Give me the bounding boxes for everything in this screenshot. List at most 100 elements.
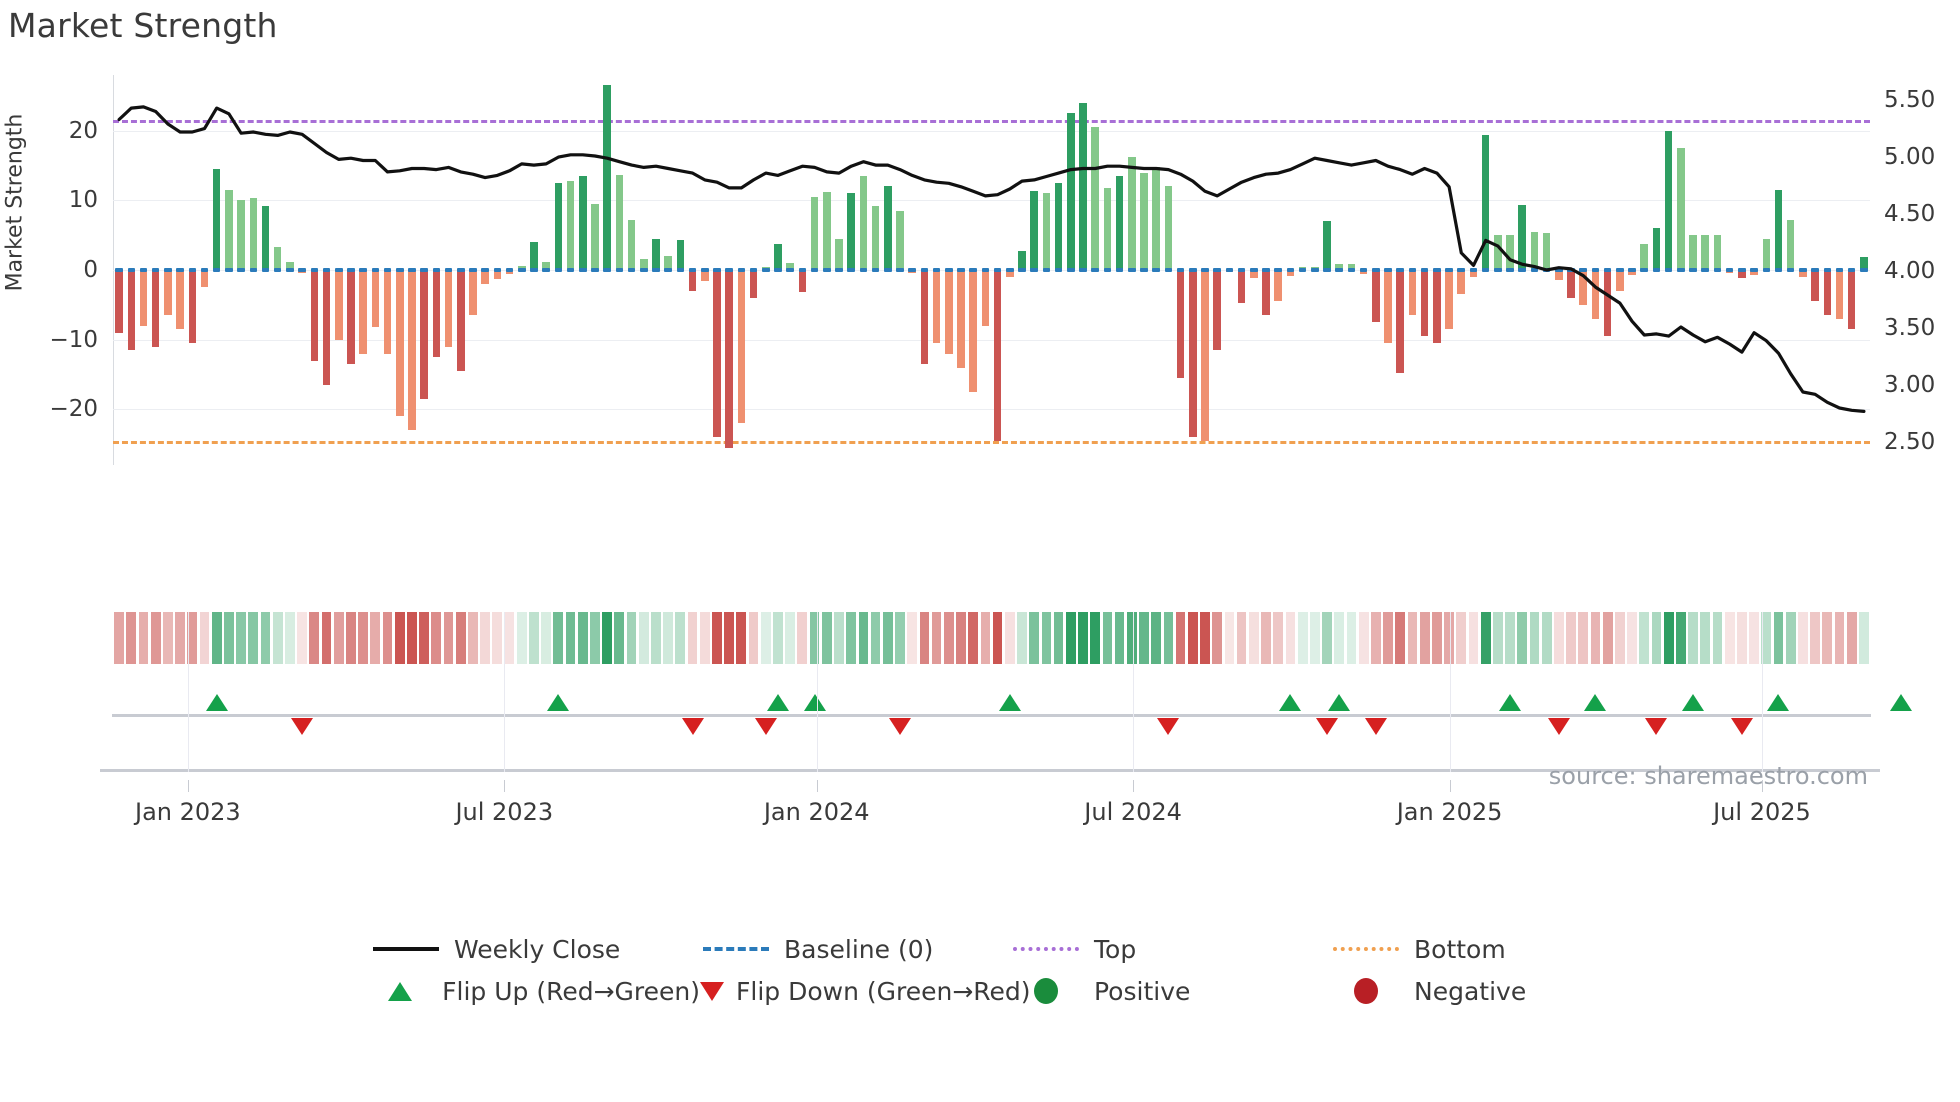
heat-cell[interactable] — [1614, 612, 1625, 664]
strength-bar[interactable] — [1542, 233, 1551, 270]
strength-bar[interactable] — [591, 203, 599, 270]
strength-bar[interactable] — [1762, 238, 1771, 270]
heat-cell[interactable] — [870, 612, 881, 664]
heat-cell[interactable] — [858, 612, 869, 664]
heat-cell[interactable] — [1334, 612, 1345, 664]
legend-item-top[interactable]: Top — [1010, 928, 1330, 970]
heat-cell[interactable] — [1090, 612, 1101, 664]
heat-cell[interactable] — [1724, 612, 1735, 664]
heat-cell[interactable] — [1480, 612, 1491, 664]
strength-bar[interactable] — [1640, 243, 1649, 270]
heat-cell[interactable] — [1456, 612, 1467, 664]
strength-bar[interactable] — [1201, 270, 1209, 441]
heat-cell[interactable] — [138, 612, 149, 664]
heat-cell[interactable] — [1273, 612, 1284, 664]
heat-cell[interactable] — [1749, 612, 1759, 664]
strength-bar[interactable] — [676, 240, 685, 270]
heat-cell[interactable] — [736, 612, 747, 664]
heat-cell[interactable] — [809, 612, 820, 664]
strength-bar[interactable] — [1445, 270, 1453, 330]
strength-bar[interactable] — [261, 205, 270, 270]
heat-cell[interactable] — [321, 612, 332, 664]
strength-bar[interactable] — [810, 196, 819, 270]
heat-cell[interactable] — [1139, 612, 1149, 664]
heat-cell[interactable] — [602, 612, 613, 664]
heat-cell[interactable] — [1688, 612, 1698, 664]
heat-cell[interactable] — [455, 612, 466, 664]
strength-bar[interactable] — [639, 258, 648, 270]
heat-cell[interactable] — [565, 612, 576, 664]
heat-cell[interactable] — [1529, 612, 1540, 664]
strength-bar[interactable] — [1164, 186, 1173, 270]
strength-bar[interactable] — [164, 270, 172, 316]
strength-bar[interactable] — [1323, 221, 1331, 270]
strength-bar[interactable] — [359, 270, 367, 354]
flip-up-marker[interactable] — [1279, 694, 1302, 711]
flip-up-marker[interactable] — [547, 694, 570, 711]
heat-cell[interactable] — [419, 612, 429, 664]
strength-bar[interactable] — [1628, 270, 1636, 275]
heat-cell[interactable] — [1444, 612, 1454, 664]
legend-item-flip-down[interactable]: Flip Down (Green→Red) — [700, 970, 1031, 1012]
strength-bar[interactable] — [420, 270, 428, 399]
strength-bar[interactable] — [1591, 270, 1600, 319]
flip-up-marker[interactable] — [205, 694, 228, 711]
strength-bar[interactable] — [1689, 235, 1697, 270]
heat-cell[interactable] — [590, 612, 600, 664]
heat-cell[interactable] — [358, 612, 368, 664]
strength-bar[interactable] — [847, 193, 855, 270]
heat-cell[interactable] — [248, 612, 259, 664]
heat-cell[interactable] — [1785, 612, 1796, 664]
strength-bar[interactable] — [566, 180, 575, 270]
heat-cell[interactable] — [956, 612, 966, 664]
strength-bar[interactable] — [1433, 270, 1441, 344]
heat-cell[interactable] — [1737, 612, 1747, 664]
heat-cell[interactable] — [1627, 612, 1637, 664]
strength-bar[interactable] — [176, 270, 184, 330]
heat-cell[interactable] — [651, 612, 661, 664]
strength-bar[interactable] — [151, 270, 160, 347]
heat-cell[interactable] — [394, 612, 405, 664]
heat-cell[interactable] — [492, 612, 503, 664]
strength-bar[interactable] — [1420, 270, 1429, 337]
strength-bar[interactable] — [1140, 172, 1148, 270]
flip-up-marker[interactable] — [1889, 694, 1912, 711]
heat-cell[interactable] — [1505, 612, 1515, 664]
legend-item-negative[interactable]: Negative — [1330, 970, 1590, 1012]
strength-bar[interactable] — [127, 270, 136, 351]
heat-cell[interactable] — [1114, 612, 1125, 664]
strength-bar[interactable] — [1555, 270, 1563, 281]
strength-bar[interactable] — [725, 270, 733, 448]
heat-cell[interactable] — [1163, 612, 1174, 664]
heat-cell[interactable] — [236, 612, 246, 664]
flip-down-marker[interactable] — [1157, 718, 1180, 735]
heat-cell[interactable] — [773, 612, 783, 664]
flip-down-marker[interactable] — [291, 718, 314, 735]
heat-cell[interactable] — [1431, 612, 1442, 664]
heat-cell[interactable] — [1492, 612, 1503, 664]
strength-bar[interactable] — [1750, 270, 1758, 275]
strength-bar[interactable] — [603, 85, 611, 270]
heat-cell[interactable] — [1712, 612, 1723, 664]
strength-bar[interactable] — [1006, 270, 1014, 277]
strength-bar[interactable] — [1835, 270, 1844, 319]
strength-bar[interactable] — [481, 270, 489, 284]
heat-cell[interactable] — [1041, 612, 1052, 664]
legend-item-flip-up[interactable]: Flip Up (Red→Green) — [370, 970, 700, 1012]
heat-cell[interactable] — [1578, 612, 1589, 664]
heat-cell[interactable] — [199, 612, 210, 664]
flip-up-marker[interactable] — [803, 694, 826, 711]
strength-bar[interactable] — [1274, 270, 1282, 302]
heat-cell[interactable] — [297, 612, 307, 664]
legend-item-baseline[interactable]: Baseline (0) — [700, 928, 1010, 970]
heat-cell[interactable] — [1834, 612, 1845, 664]
heat-cell[interactable] — [1602, 612, 1613, 664]
heat-cell[interactable] — [1212, 612, 1223, 664]
strength-bar[interactable] — [884, 186, 892, 270]
strength-bar[interactable] — [310, 270, 319, 361]
flip-up-marker[interactable] — [766, 694, 789, 711]
heat-cell[interactable] — [785, 612, 796, 664]
heat-cell[interactable] — [1517, 612, 1528, 664]
heat-cell[interactable] — [1590, 612, 1601, 664]
heat-cell[interactable] — [760, 612, 771, 664]
